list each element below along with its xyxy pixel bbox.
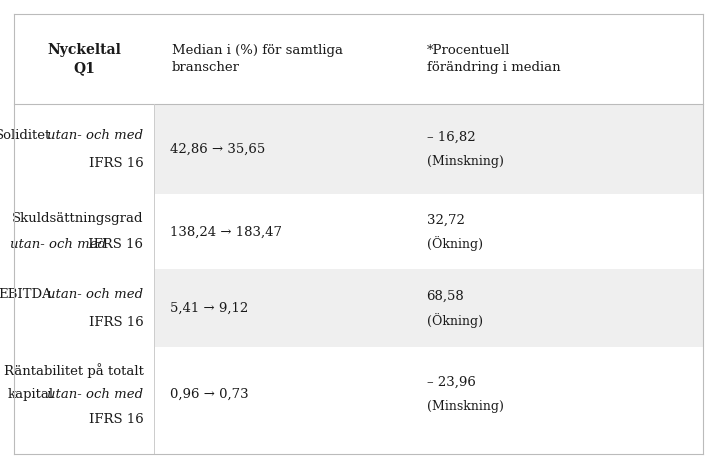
Text: IFRS 16: IFRS 16 [85, 238, 143, 251]
Text: utan- och med: utan- och med [47, 388, 143, 401]
Text: 42,86 → 35,65: 42,86 → 35,65 [170, 143, 265, 156]
Text: EBITDA: EBITDA [0, 288, 52, 301]
Text: 32,72: 32,72 [427, 213, 465, 226]
Text: (Ökning): (Ökning) [427, 313, 483, 328]
Text: utan- och med: utan- och med [10, 238, 106, 251]
Text: (Minskning): (Minskning) [427, 155, 503, 168]
Text: Nyckeltal
Q1: Nyckeltal Q1 [47, 43, 121, 75]
Text: – 23,96: – 23,96 [427, 376, 475, 389]
Text: IFRS 16: IFRS 16 [89, 413, 143, 426]
Text: utan- och med: utan- och med [47, 288, 143, 301]
Text: IFRS 16: IFRS 16 [89, 316, 143, 329]
Text: IFRS 16: IFRS 16 [89, 156, 143, 170]
Text: 0,96 → 0,73: 0,96 → 0,73 [170, 388, 249, 401]
Text: (Minskning): (Minskning) [427, 400, 503, 413]
Text: (Ökning): (Ökning) [427, 237, 483, 251]
Text: 5,41 → 9,12: 5,41 → 9,12 [170, 302, 248, 315]
Text: utan- och med: utan- och med [47, 129, 143, 142]
Text: Räntabilitet på totalt: Räntabilitet på totalt [4, 363, 143, 378]
Text: – 16,82: – 16,82 [427, 131, 475, 144]
Text: *Procentuell
förändring i median: *Procentuell förändring i median [427, 44, 560, 74]
Text: Median i (%) för samtliga
branscher: Median i (%) för samtliga branscher [172, 44, 343, 74]
Text: kapital: kapital [8, 388, 54, 401]
Text: 68,58: 68,58 [427, 290, 465, 303]
Text: Soliditet: Soliditet [0, 129, 52, 142]
Text: Skuldsättningsgrad: Skuldsättningsgrad [12, 213, 143, 225]
Text: 138,24 → 183,47: 138,24 → 183,47 [170, 225, 282, 238]
